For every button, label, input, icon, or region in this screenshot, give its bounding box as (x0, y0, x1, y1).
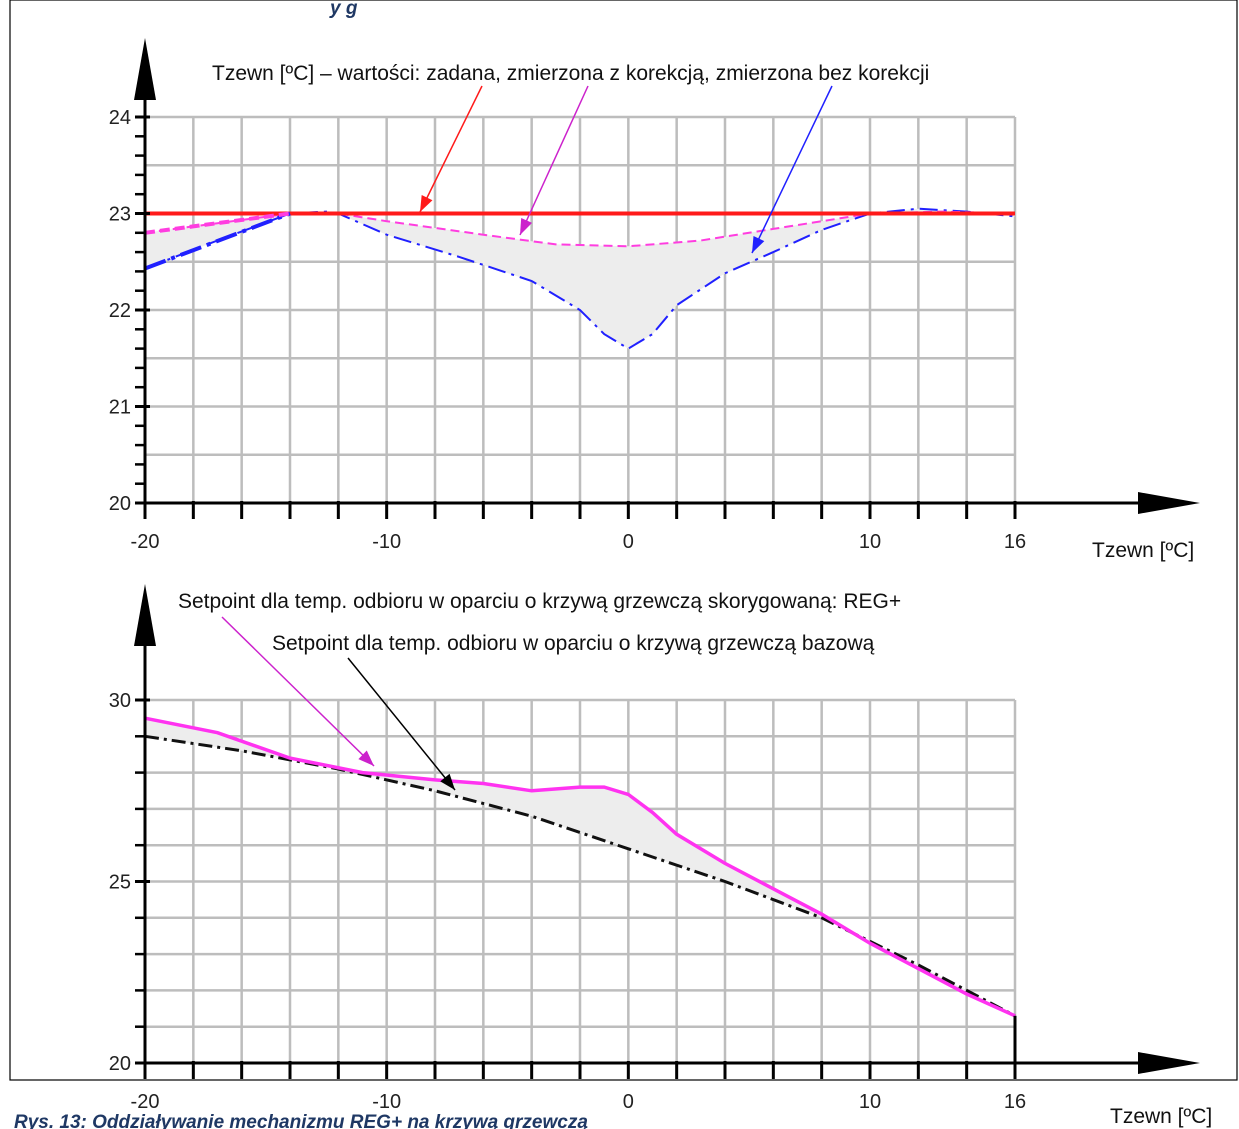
x-tick-label: 0 (623, 531, 634, 553)
y-tick-label: 20 (109, 1053, 131, 1075)
x-tick-label: 10 (859, 1091, 881, 1113)
deviation-fill (145, 208, 1015, 349)
annotation-arrow-shaft (519, 85, 589, 236)
annotation-arrow-shaft (751, 85, 833, 254)
x-tick-label: 16 (1004, 531, 1026, 553)
y-tick-label: 23 (109, 204, 131, 226)
arrow-base (347, 657, 456, 791)
chart-1-annotation: Tzewn [ºC] – wartości: zadana, zmierzona… (212, 62, 929, 85)
y-axis-arrow (134, 38, 156, 100)
x-tick-label: -10 (372, 531, 401, 553)
axes: -20 -10 0 10 16 20 21 22 23 24 (109, 38, 1200, 553)
annotation-arrow-shaft (419, 85, 483, 213)
arrow-measured-without-correction (751, 85, 833, 254)
y-tick-label: 25 (109, 872, 131, 894)
annotation-arrow-head (440, 773, 455, 790)
x-tick-label: 10 (859, 531, 881, 553)
chart-1: -20 -10 0 10 16 20 21 22 23 24 Tzewn [ºC] Tzewn [ºC… (109, 38, 1200, 562)
y-tick-label: 30 (109, 690, 131, 712)
header-fragment: y g (329, 0, 358, 19)
annotation-arrow-head (420, 194, 433, 212)
annotation-arrow-shaft (347, 657, 456, 791)
annotation-arrow-head (520, 217, 533, 235)
arrow-reg-plus (221, 616, 375, 767)
y-axis-arrow (134, 584, 156, 646)
arrow-measured-with-correction (519, 85, 589, 236)
x-tick-label: 0 (623, 1091, 634, 1113)
chart-2: -20 -10 0 10 16 20 25 30 Tzewn [ºC] Setpoint dla … (109, 584, 1212, 1128)
x-axis-unit-label: Tzewn [ºC] (1110, 1105, 1212, 1128)
annotation-arrow-head (358, 750, 374, 766)
series-measured-without-correction-edge (144, 211, 291, 271)
x-tick-label: -10 (372, 1091, 401, 1113)
x-tick-label: 16 (1004, 1091, 1026, 1113)
axes: -20 -10 0 10 16 20 25 30 (109, 584, 1200, 1113)
series-measured-without-correction (144, 207, 1016, 350)
y-tick-label: 24 (109, 107, 131, 129)
annotation-arrow-shaft (221, 616, 375, 767)
arrow-setpoint (419, 85, 483, 213)
figure-caption: Rys. 13: Oddziaływanie mechanizmu REG+ n… (14, 1112, 588, 1129)
chart-2-annotation-base: Setpoint dla temp. odbioru w oparciu o k… (272, 632, 875, 655)
y-tick-label: 21 (109, 397, 131, 419)
y-tick-label: 20 (109, 493, 131, 515)
x-axis-arrow (1138, 492, 1200, 514)
chart-2-annotation-reg-plus: Setpoint dla temp. odbioru w oparciu o k… (178, 590, 901, 613)
x-tick-label: -20 (131, 1091, 160, 1113)
figure-frame (9, 0, 1238, 1081)
series-measured-with-correction-edge (144, 211, 291, 235)
series-reg-plus-curve (144, 716, 1016, 1018)
x-axis-unit-label: Tzewn [ºC] (1092, 539, 1194, 562)
y-tick-label: 22 (109, 300, 131, 322)
annotation-arrow-head (752, 235, 765, 253)
x-axis-arrow (1138, 1052, 1200, 1074)
x-tick-label: -20 (131, 531, 160, 553)
